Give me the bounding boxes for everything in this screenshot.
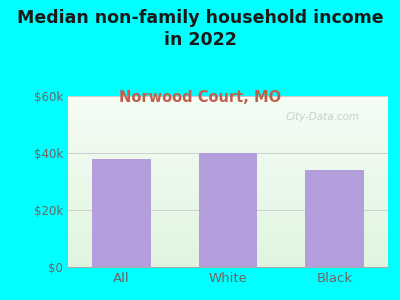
Bar <box>199 153 257 267</box>
Text: City-Data.com: City-Data.com <box>286 112 360 122</box>
Text: Norwood Court, MO: Norwood Court, MO <box>119 90 281 105</box>
Bar <box>305 170 364 267</box>
Bar <box>92 159 151 267</box>
Text: Median non-family household income
in 2022: Median non-family household income in 20… <box>17 9 383 49</box>
